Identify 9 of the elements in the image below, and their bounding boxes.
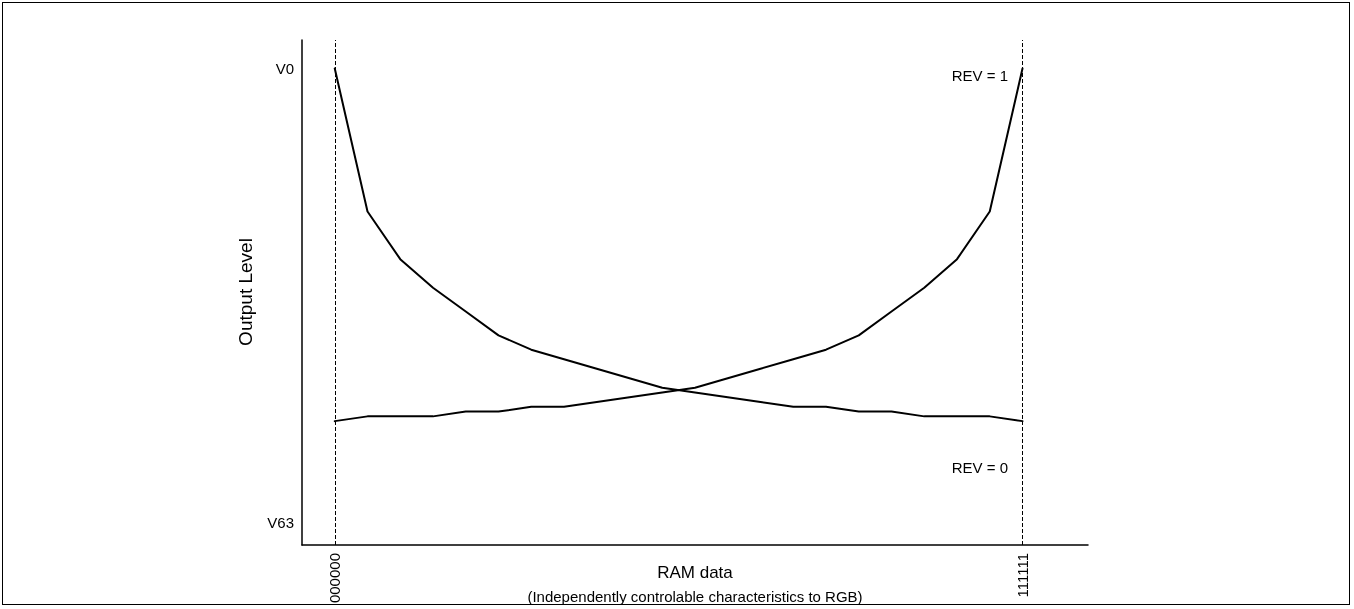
- x-axis-title: RAM data: [657, 562, 734, 582]
- annotation: REV = 0: [951, 458, 1008, 476]
- x-tick-label: 111111: [1014, 553, 1031, 598]
- y-axis-title: Output Level: [234, 238, 256, 346]
- x-tick-label: 000000: [326, 553, 344, 604]
- text: V0: [275, 59, 294, 77]
- text: (Independently controlable characteristics to RGB): [527, 587, 863, 605]
- annotation: REV = 1: [951, 66, 1008, 84]
- text: V63: [267, 513, 294, 531]
